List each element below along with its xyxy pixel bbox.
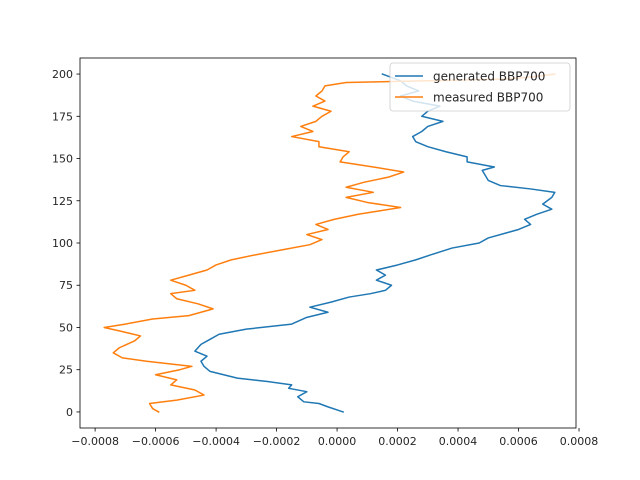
x-tick-label: −0.0002	[253, 435, 301, 448]
legend-label: generated BBP700	[433, 70, 545, 84]
x-tick-label: −0.0008	[71, 435, 119, 448]
y-tick-label: 150	[52, 153, 73, 166]
plot-lines	[103, 73, 556, 413]
x-tick-label: 0.0000	[318, 435, 357, 448]
y-tick-label: 25	[59, 364, 73, 377]
y-tick-label: 175	[52, 110, 73, 123]
y-tick-label: 125	[52, 195, 73, 208]
legend-box	[389, 62, 571, 112]
y-tick-label: 100	[52, 237, 73, 250]
legend: generated BBP700 measured BBP700	[389, 62, 571, 112]
series-line-1	[194, 73, 556, 413]
y-tick-label: 0	[66, 406, 73, 419]
series-line-2	[103, 73, 556, 413]
x-tick-label: −0.0004	[192, 435, 240, 448]
x-tick-label: 0.0002	[378, 435, 417, 448]
x-tick-label: 0.0004	[439, 435, 478, 448]
x-axis: −0.0008 −0.0006 −0.0004 −0.0002 0.0000 0.0002…	[71, 428, 598, 448]
x-tick-label: 0.0006	[499, 435, 538, 448]
y-tick-label: 50	[59, 321, 73, 334]
y-axis: 0 25 50 75 100 125 150 175 200	[52, 68, 80, 419]
y-tick-label: 75	[59, 279, 73, 292]
x-tick-label: −0.0006	[132, 435, 180, 448]
x-tick-label: 0.0008	[560, 435, 599, 448]
y-tick-label: 200	[52, 68, 73, 81]
legend-label: measured BBP700	[433, 91, 543, 105]
